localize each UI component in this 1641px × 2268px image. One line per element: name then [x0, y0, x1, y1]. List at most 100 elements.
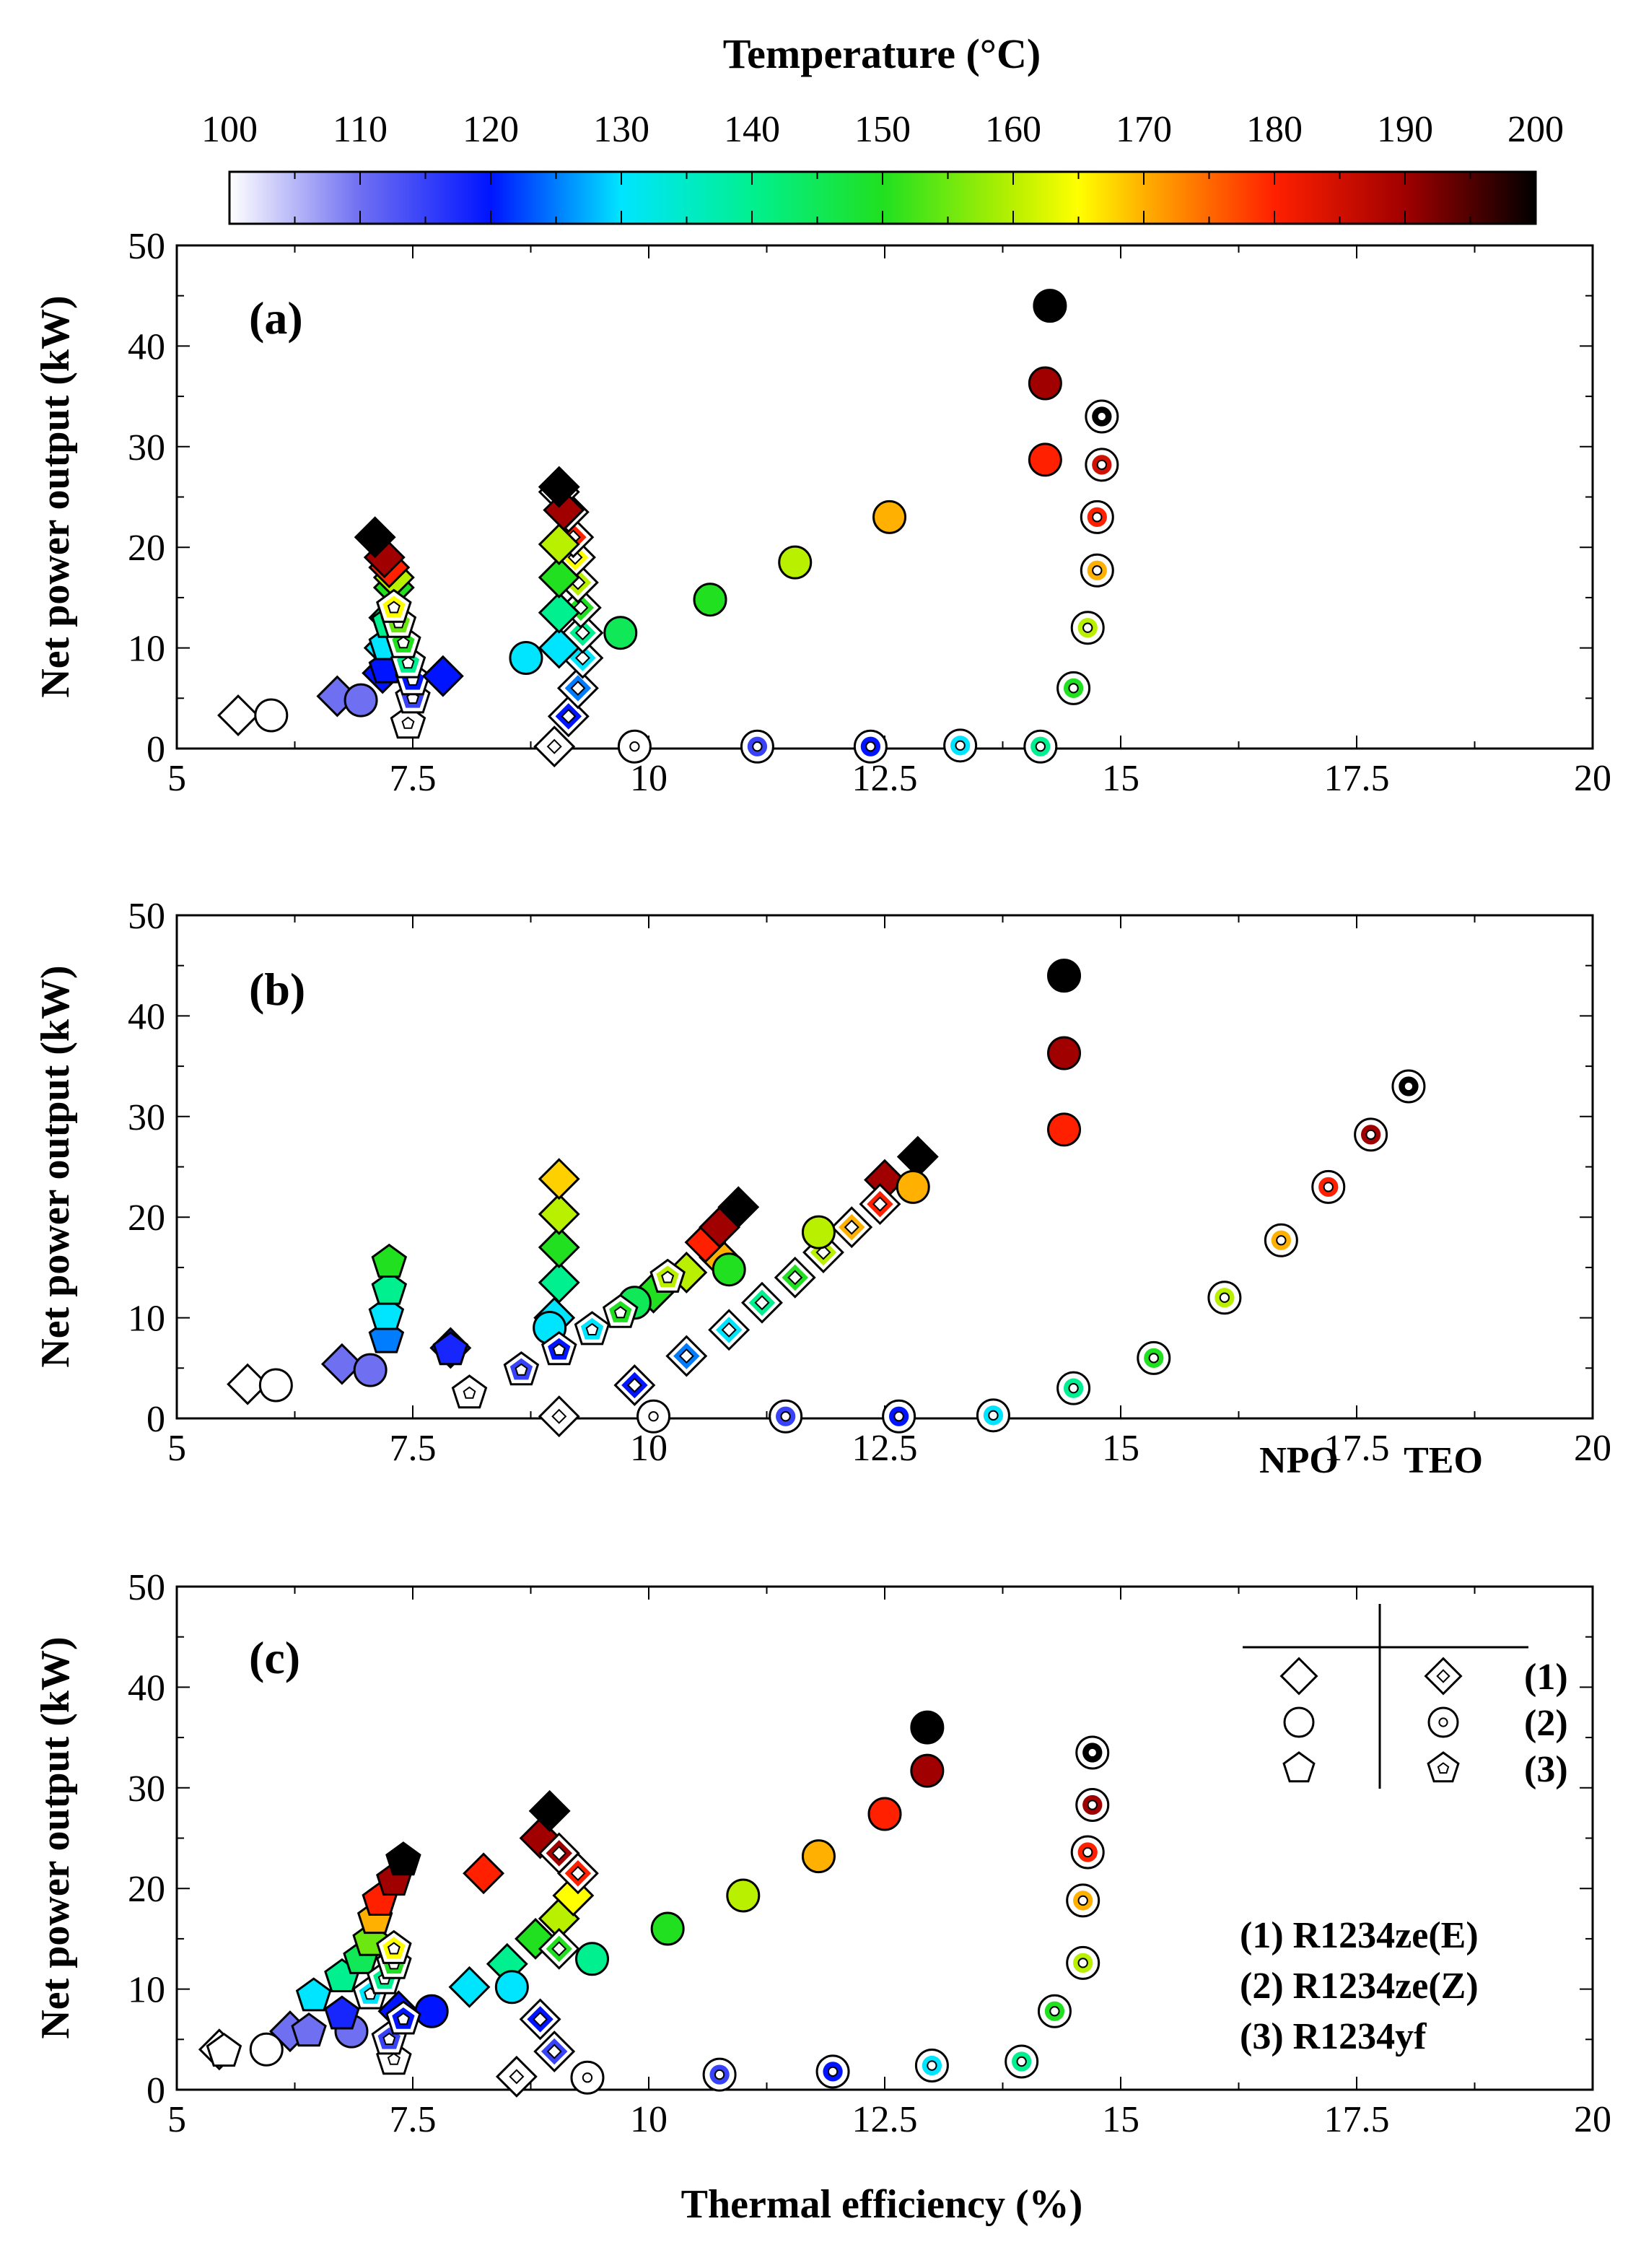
data-point-pentagon-npo — [368, 1296, 405, 1330]
data-point-circle-npo-shape — [726, 1878, 761, 1913]
series-r1234ze-z-npo — [254, 289, 1067, 733]
data-point-pentagon-teo-core — [552, 1343, 566, 1356]
legend-npo-circle-marker-shape — [1283, 1706, 1315, 1738]
data-point-circle-teo-core — [1087, 1747, 1098, 1758]
legend-teo-diamond-marker — [1424, 1657, 1463, 1696]
data-point-diamond-teo-core — [551, 1845, 567, 1861]
legend-teo-pentagon-marker-core — [1437, 1762, 1450, 1774]
panel-c: 5 7.5 10 12.5 15 17.5 20 0 10 20 30 40 50 (c) Net po… — [33, 1440, 1611, 2227]
x-tick-label: 10 — [630, 2099, 668, 2140]
data-point-circle-teo — [1080, 500, 1114, 534]
data-point-diamond-npo-shape — [528, 1789, 571, 1832]
data-point-circle-teo — [1311, 1169, 1346, 1204]
data-point-diamond-npo-shape — [538, 591, 580, 634]
series-r1234ze-z-teo — [636, 1069, 1426, 1434]
data-point-circle-teo-core — [1035, 741, 1046, 752]
legend-fluid-2: (2) R1234ze(Z) — [1240, 1966, 1479, 2007]
x-tick-label: 7.5 — [390, 758, 437, 799]
data-point-circle-npo-shape — [575, 1942, 610, 1976]
data-point-diamond-npo — [538, 466, 580, 508]
y-tick-label: 0 — [146, 1399, 165, 1440]
x-tick-label: 5 — [167, 758, 186, 799]
data-point-circle-teo — [1075, 1735, 1110, 1770]
data-point-diamond-teo — [538, 1395, 580, 1438]
data-point-circle-teo — [769, 1399, 803, 1434]
data-point-diamond-npo-shape — [354, 516, 396, 559]
data-point-circle-teo-core — [629, 741, 640, 752]
data-point-diamond-teo — [561, 611, 604, 654]
legend-row-2: (2) — [1524, 1703, 1568, 1744]
data-point-circle-teo-core — [1077, 1895, 1088, 1906]
data-point-diamond-npo — [320, 1343, 363, 1385]
x-tick-label: 5 — [167, 2099, 186, 2140]
data-point-circle-npo-shape — [801, 1839, 836, 1874]
data-point-pentagon-teo — [451, 1374, 488, 1409]
data-point-diamond-npo-shape — [538, 1158, 580, 1200]
data-point-diamond-npo — [538, 591, 580, 634]
y-tick-label: 30 — [128, 1768, 165, 1810]
colorbar-tick-label: 110 — [333, 109, 388, 150]
data-point-diamond-npo-shape — [717, 1186, 760, 1229]
data-point-circle-teo-core — [865, 741, 876, 752]
x-tick-label: 15 — [1102, 758, 1139, 799]
data-point-pentagon-teo — [574, 1311, 611, 1345]
data-point-pentagon-teo — [541, 1331, 577, 1366]
data-point-pentagon-npo-shape — [385, 1841, 421, 1876]
colorbar-tick-label: 160 — [985, 109, 1041, 150]
legend-fluid-3: (3) R1234yf — [1240, 2016, 1427, 2057]
data-point-pentagon-teo-core — [585, 1322, 599, 1335]
colorbar-tick-label: 120 — [463, 109, 519, 150]
data-point-circle-teo-core — [1082, 1846, 1093, 1858]
data-point-circle-teo-core — [648, 1411, 659, 1422]
data-point-diamond-npo — [515, 1917, 557, 1960]
data-point-circle-npo — [726, 1878, 761, 1913]
data-point-circle-teo-core — [1403, 1081, 1414, 1092]
data-point-diamond-npo — [463, 1852, 505, 1895]
data-point-circle-teo — [815, 2054, 850, 2089]
data-point-diamond-teo — [708, 1309, 751, 1351]
y-tick-label: 0 — [146, 2070, 165, 2111]
x-tick-label: 12.5 — [852, 758, 918, 799]
panel-label-a: (a) — [249, 292, 303, 344]
data-point-circle-teo-core — [827, 2066, 839, 2077]
legend-row-3: (3) — [1524, 1749, 1568, 1790]
data-point-diamond-npo — [538, 1226, 580, 1268]
legend-teo-circle-marker — [1427, 1706, 1459, 1738]
legend-npo-diamond-marker-shape — [1279, 1657, 1318, 1696]
data-point-pentagon-teo — [649, 1258, 686, 1293]
data-point-circle-npo-shape — [1047, 959, 1082, 993]
data-point-diamond-teo — [613, 1364, 656, 1406]
data-point-circle-teo-core — [1219, 1292, 1230, 1303]
axes-c: 5 7.5 10 12.5 15 17.5 20 0 10 20 30 40 50 — [128, 1567, 1611, 2140]
data-point-diamond-npo-shape — [896, 1135, 939, 1178]
data-point-diamond-npo-shape — [421, 655, 464, 697]
data-point-diamond-npo — [421, 655, 464, 697]
data-point-circle-npo — [254, 698, 289, 733]
y-axis-label-a: Net power output (kW) — [33, 295, 78, 697]
data-point-diamond-npo — [538, 1158, 580, 1200]
data-point-pentagon-npo — [371, 1243, 408, 1278]
data-point-circle-npo — [910, 1753, 945, 1788]
data-point-circle-teo — [1354, 1117, 1388, 1152]
data-point-circle-teo-core — [1068, 1383, 1079, 1394]
data-point-circle-npo-shape — [1047, 1112, 1082, 1147]
data-point-circle-teo — [1056, 1371, 1091, 1405]
data-point-circle-npo — [778, 545, 813, 580]
data-point-pentagon-npo-shape — [324, 1995, 360, 2030]
series-r1234ze-z-teo — [617, 399, 1119, 764]
data-point-circle-teo — [617, 729, 652, 764]
data-point-diamond-teo — [665, 1335, 708, 1377]
data-point-diamond-teo-core — [509, 2069, 525, 2085]
data-point-pentagon-teo — [503, 1351, 540, 1386]
data-point-circle-teo — [1037, 1994, 1072, 2028]
data-point-diamond-teo — [519, 1998, 561, 2041]
y-tick-label: 30 — [128, 427, 165, 468]
data-point-diamond-npo-shape — [227, 1363, 269, 1405]
x-axis-label: Thermal efficiency (%) — [681, 2182, 1083, 2227]
data-point-circle-npo-shape — [258, 1368, 293, 1403]
data-point-diamond-teo-core — [546, 2044, 562, 2059]
y-tick-label: 40 — [128, 1667, 165, 1709]
data-point-pentagon-npo-shape — [371, 1243, 408, 1278]
data-point-diamond-teo — [533, 2031, 576, 2072]
data-point-circle-npo — [494, 1970, 529, 2005]
